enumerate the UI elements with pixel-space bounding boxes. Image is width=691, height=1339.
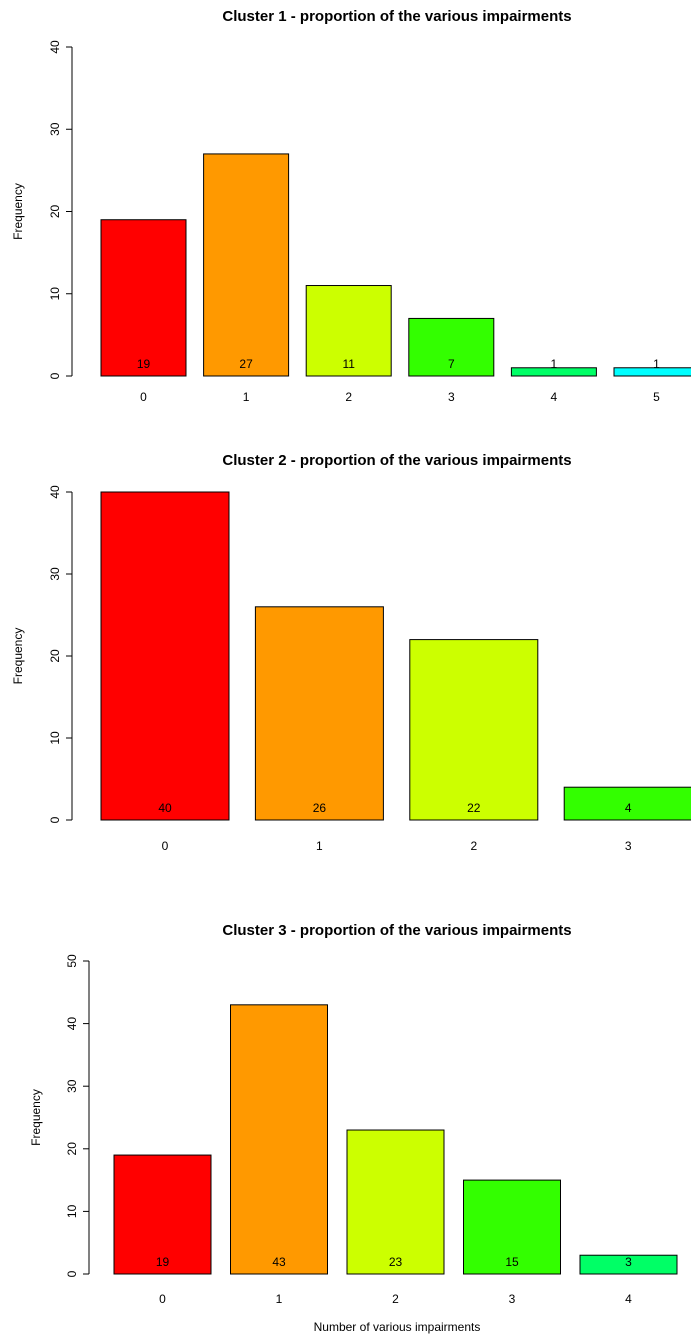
chart-1-bar-data-label: 1 (653, 357, 660, 371)
chart-1-bar (408, 317, 495, 377)
chart-3-bar-data-label: 3 (625, 1255, 632, 1269)
chart-2-y-axis-label: Frequency (11, 628, 25, 685)
chart-2-y-tick-label: 10 (48, 731, 62, 745)
chart-3-x-tick-label: 3 (509, 1292, 516, 1306)
chart-2-bar (100, 491, 230, 821)
chart-3-title: Cluster 3 - proportion of the various im… (222, 922, 571, 939)
chart-2-x-tick-label: 2 (470, 839, 477, 853)
chart-3-bar (579, 1254, 678, 1275)
chart-3-x-tick-label: 4 (625, 1292, 632, 1306)
chart-1-bar-data-label: 19 (137, 357, 151, 371)
chart-1-x-tick-label: 5 (653, 390, 660, 404)
chart-1-y-tick-label: 40 (48, 40, 62, 54)
chart-3-bar-data-label: 19 (156, 1255, 170, 1269)
chart-1-x-tick-label: 2 (345, 390, 352, 404)
chart-3-y-tick-label: 30 (65, 1079, 79, 1093)
chart-2-bar (563, 786, 691, 821)
chart-2-bar-data-label: 22 (467, 801, 481, 815)
chart-3-x-tick-label: 1 (276, 1292, 283, 1306)
chart-3-y-tick-label: 50 (65, 954, 79, 968)
chart-3-y-tick-label: 20 (65, 1142, 79, 1156)
chart-3-bar (346, 1129, 445, 1275)
chart-1-x-tick-label: 4 (551, 390, 558, 404)
chart-1-x-tick-label: 0 (140, 390, 147, 404)
chart-2-title: Cluster 2 - proportion of the various im… (222, 452, 571, 469)
chart-3-y-tick-label: 40 (65, 1017, 79, 1031)
chart-3-bar (113, 1154, 212, 1275)
chart-1-y-tick-label: 0 (48, 372, 62, 379)
chart-1-bar (203, 153, 290, 377)
chart-1-bar-data-label: 1 (551, 357, 558, 371)
chart-1-y-tick-label: 20 (48, 205, 62, 219)
chart-1-y-axis-label: Frequency (11, 183, 25, 240)
chart-1-bar (305, 285, 392, 377)
chart-2-bar (254, 606, 384, 821)
chart-2-y-tick-label: 20 (48, 649, 62, 663)
chart-2-bar-data-label: 40 (158, 801, 172, 815)
chart-2-y-tick-label: 0 (48, 816, 62, 823)
chart-3-y-axis-label: Frequency (29, 1089, 43, 1146)
chart-2-x-tick-label: 0 (162, 839, 169, 853)
chart-3-bar-data-label: 15 (505, 1255, 519, 1269)
chart-3-x-axis-label: Number of various impairments (314, 1320, 481, 1334)
chart-2-x-tick-label: 1 (316, 839, 323, 853)
chart-1-bar-data-label: 7 (448, 357, 455, 371)
chart-3-bar (463, 1179, 561, 1275)
chart-1-x-tick-label: 3 (448, 390, 455, 404)
chart-3-x-tick-label: 2 (392, 1292, 399, 1306)
chart-2-bar-data-label: 4 (625, 801, 632, 815)
chart-2-y-tick-label: 30 (48, 567, 62, 581)
chart-3-bar-data-label: 23 (389, 1255, 403, 1269)
chart-3-y-tick-label: 0 (65, 1270, 79, 1277)
chart-1-bar (613, 367, 691, 377)
chart-1-title: Cluster 1 - proportion of the various im… (222, 8, 571, 25)
chart-2-y-tick-label: 40 (48, 485, 62, 499)
chart-2-x-tick-label: 3 (625, 839, 632, 853)
chart-1-bar (100, 219, 187, 377)
chart-3-bar (230, 1004, 328, 1275)
chart-1-y-tick-label: 30 (48, 122, 62, 136)
chart-3-bar-data-label: 43 (272, 1255, 286, 1269)
chart-1-y-tick-label: 10 (48, 287, 62, 301)
chart-1-bar-data-label: 27 (239, 357, 253, 371)
chart-3-x-tick-label: 0 (159, 1292, 166, 1306)
chart-1-x-tick-label: 1 (243, 390, 250, 404)
chart-2-bar-data-label: 26 (313, 801, 327, 815)
chart-3-y-tick-label: 10 (65, 1204, 79, 1218)
chart-2-bar (409, 639, 539, 821)
chart-1-bar (510, 367, 597, 377)
chart-1-bar-data-label: 11 (342, 357, 355, 371)
